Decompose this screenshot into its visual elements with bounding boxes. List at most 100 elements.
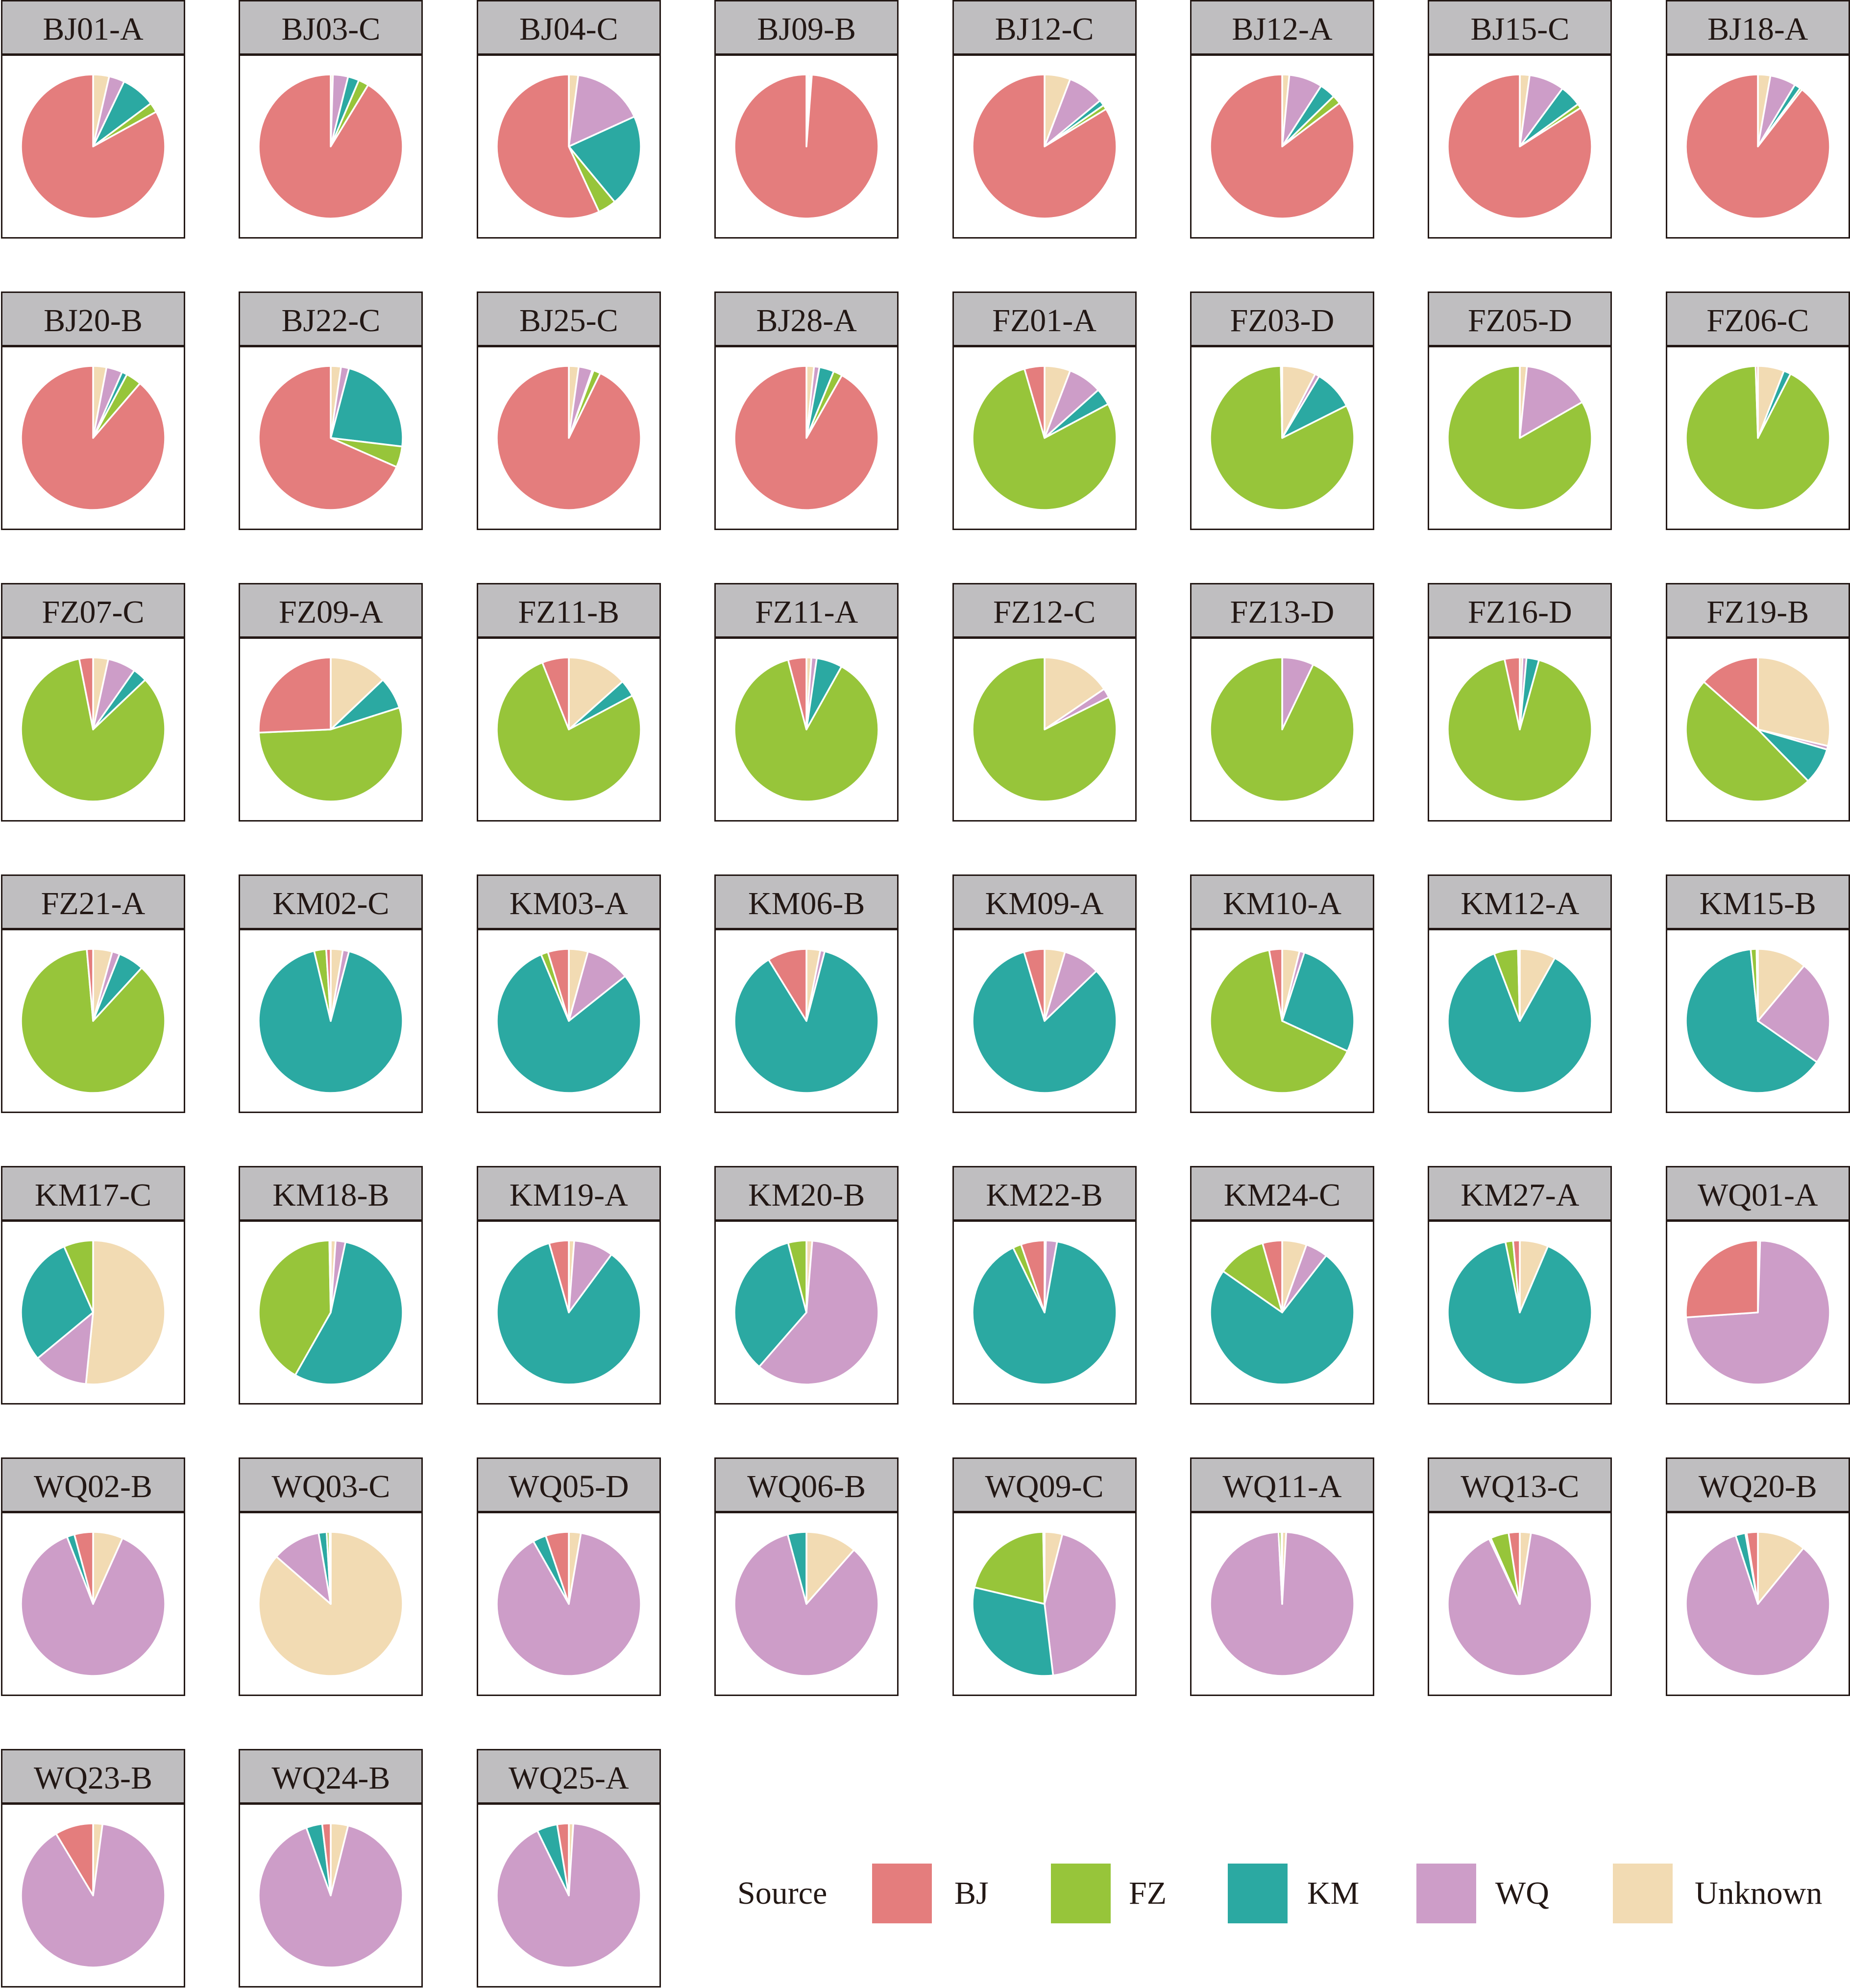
panel-title: FZ05-D [1468, 303, 1572, 339]
panel-header: FZ11-B [478, 584, 659, 639]
panel-title: WQ20-B [1698, 1469, 1817, 1504]
pie-slice-bj [55, 1822, 94, 1896]
pie-slice-wq [1519, 365, 1583, 439]
panel-header: FZ09-A [240, 584, 422, 639]
panel-header: FZ05-D [1429, 293, 1611, 347]
pie-slice-bj [328, 1531, 332, 1605]
panel-header: FZ13-D [1192, 584, 1373, 639]
pie-chart [733, 656, 879, 802]
pie-chart [1209, 73, 1355, 219]
legend-title: Source [737, 1875, 828, 1911]
pie-slice-bj [1022, 948, 1046, 1022]
pie-chart [1447, 1239, 1593, 1385]
pie-chart [1209, 656, 1355, 802]
pie-chart [496, 1531, 642, 1677]
pie-chart [258, 656, 404, 802]
panel-title: WQ24-B [271, 1760, 390, 1796]
legend-label-km: KM [1307, 1875, 1360, 1911]
panel-header: WQ13-C [1429, 1459, 1611, 1513]
panel-header: BJ18-A [1667, 1, 1849, 56]
panel-title: KM02-C [272, 886, 389, 921]
panel-header: KM27-A [1429, 1167, 1611, 1222]
pie-slice-km [733, 1242, 807, 1368]
panel-header: FZ19-B [1667, 584, 1849, 639]
pie-chart [1685, 1239, 1831, 1385]
pie-chart [20, 365, 166, 511]
pie-panel: BJ04-C [476, 0, 661, 239]
panel-header: FZ03-D [1192, 293, 1373, 347]
pie-panel: WQ23-B [1, 1749, 185, 1988]
pie-panel: FZ13-D [1190, 583, 1374, 822]
legend-label-wq: WQ [1495, 1875, 1549, 1911]
pie-chart [733, 365, 879, 511]
panel-title: FZ16-D [1468, 594, 1572, 630]
pie-panel: KM03-A [476, 874, 661, 1113]
pie-slice-unknown [85, 1239, 166, 1385]
panel-title: WQ09-C [985, 1469, 1104, 1504]
panel-title: KM19-A [509, 1177, 628, 1213]
pie-chart [20, 948, 166, 1094]
pie-panel: BJ12-A [1190, 0, 1374, 239]
pie-panel: FZ09-A [239, 583, 423, 822]
pie-panel: WQ06-B [714, 1457, 899, 1696]
pie-chart [1685, 365, 1831, 511]
pie-slice-bj [258, 656, 332, 734]
pie-chart [20, 1239, 166, 1385]
panel-header: KM22-B [953, 1167, 1135, 1222]
panel-header: KM20-B [716, 1167, 898, 1222]
pie-chart [733, 948, 879, 1094]
panel-title: BJ25-C [519, 303, 618, 339]
panel-header: KM12-A [1429, 876, 1611, 930]
pie-panel: FZ16-D [1428, 583, 1612, 822]
pie-panel: WQ20-B [1665, 1457, 1850, 1696]
panel-title: BJ09-B [757, 11, 856, 47]
pie-panel: BJ09-B [714, 0, 899, 239]
panel-header: FZ11-A [716, 584, 898, 639]
pie-chart [1447, 948, 1593, 1094]
pie-slice-wq [1685, 1534, 1831, 1677]
pie-slice-unknown [568, 656, 624, 730]
pie-chart [258, 1239, 404, 1385]
pie-slice-km [294, 1241, 404, 1385]
pie-panel: WQ05-D [476, 1457, 661, 1696]
panel-header: KM10-A [1192, 876, 1373, 930]
pie-slice-km [787, 1531, 807, 1605]
panel-header: FZ06-C [1667, 293, 1849, 347]
pie-slice-km [20, 1245, 94, 1359]
panel-title: WQ03-C [271, 1469, 390, 1504]
pie-slice-km [568, 116, 642, 203]
panel-title: BJ03-C [281, 11, 381, 47]
panel-title: WQ01-A [1697, 1177, 1818, 1213]
panel-header: KM02-C [240, 876, 422, 930]
pie-slice-bj [556, 1822, 570, 1896]
pie-panel: KM06-B [714, 874, 899, 1113]
panel-header: FZ21-A [2, 876, 184, 930]
pie-panel: FZ11-B [476, 583, 661, 822]
pie-slice-bj [20, 365, 166, 511]
panel-header: KM09-A [953, 876, 1135, 930]
panel-title: FZ12-C [993, 594, 1096, 630]
panel-header: BJ20-B [2, 293, 184, 347]
pie-slice-fz [258, 1239, 332, 1376]
pie-slice-fz [1685, 681, 1809, 802]
pie-chart [971, 948, 1118, 1094]
panel-header: BJ12-C [953, 1, 1135, 56]
legend-swatch-fz [1051, 1864, 1111, 1923]
panel-header: WQ05-D [478, 1459, 659, 1513]
panel-title: WQ06-B [747, 1469, 866, 1504]
panel-title: FZ21-A [41, 886, 146, 921]
panel-title: FZ07-C [42, 594, 145, 630]
pie-slice-wq [568, 74, 635, 147]
panel-title: FZ19-B [1706, 594, 1809, 630]
panel-title: FZ09-A [279, 594, 383, 630]
pie-panel: BJ01-A [1, 0, 185, 239]
panel-title: BJ18-A [1707, 11, 1808, 47]
pie-slice-km [330, 367, 404, 448]
pie-slice-bj [1517, 948, 1521, 1022]
pie-slice-bj [328, 1239, 332, 1313]
pie-chart [496, 1239, 642, 1385]
pie-panel: BJ20-B [1, 291, 185, 530]
panel-header: FZ07-C [2, 584, 184, 639]
pie-panel: KM15-B [1665, 874, 1850, 1113]
pie-panel: BJ15-C [1428, 0, 1612, 239]
